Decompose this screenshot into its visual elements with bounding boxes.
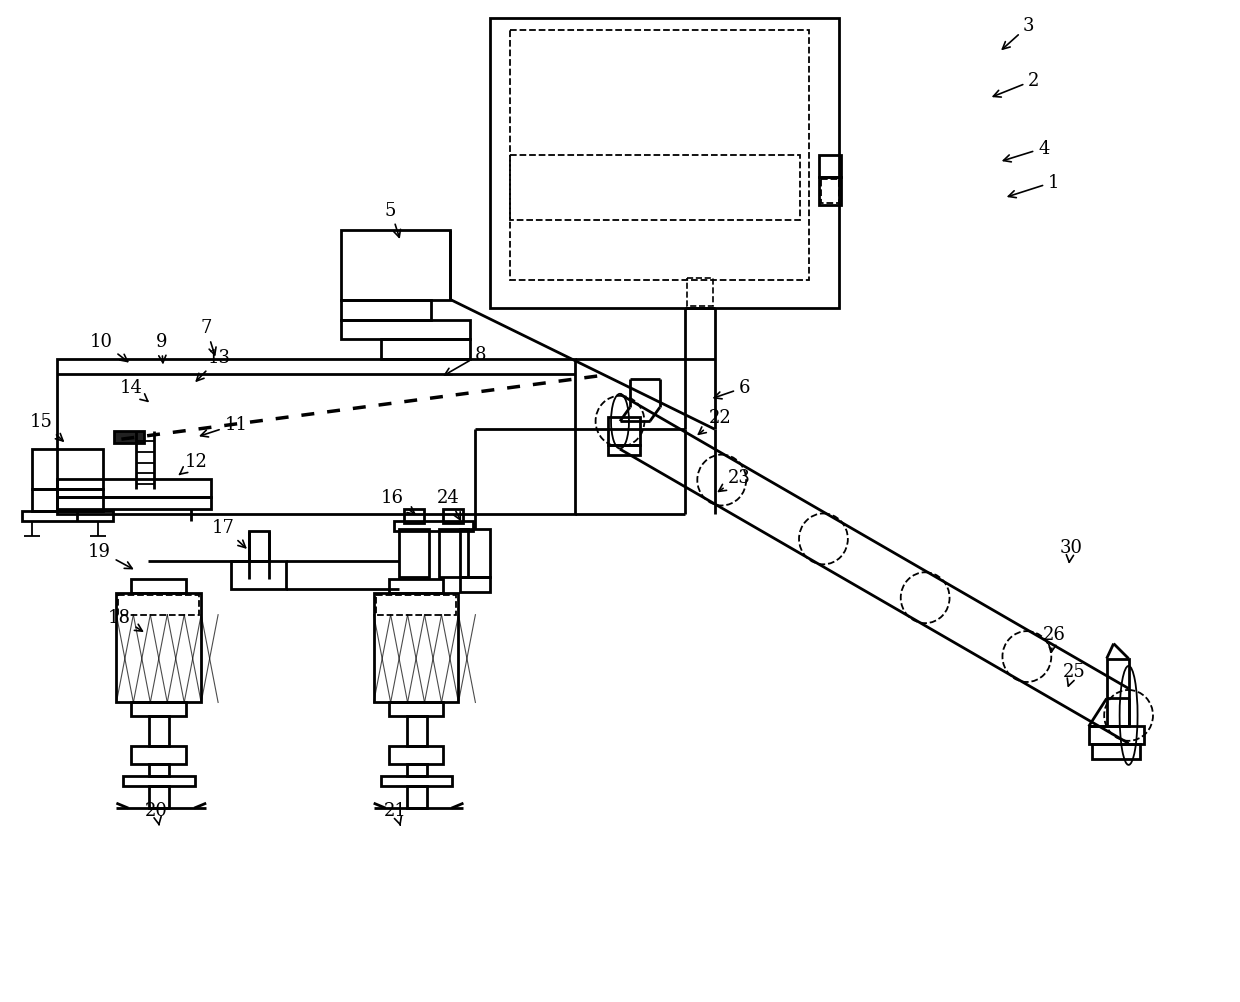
Bar [1089,726,1143,744]
Bar [1106,659,1128,726]
Text: 24: 24 [438,489,460,520]
Text: 8: 8 [444,346,486,376]
Bar [131,579,186,593]
Text: 11: 11 [201,416,248,438]
Text: 13: 13 [196,349,231,382]
Bar [407,716,427,746]
Text: 3: 3 [1002,17,1034,50]
Text: 23: 23 [718,469,751,492]
Bar [608,418,640,446]
Bar [149,716,169,746]
Bar [149,765,169,777]
Text: 17: 17 [212,518,246,548]
Text: 30: 30 [1059,538,1083,563]
Text: 14: 14 [120,379,148,402]
Bar [393,521,474,531]
Text: 5: 5 [384,201,401,238]
Text: 7: 7 [201,320,216,356]
Text: 1: 1 [1008,173,1059,198]
Bar [460,529,490,577]
Bar [376,595,456,615]
Bar [820,155,842,177]
Text: 2: 2 [993,72,1039,98]
Text: 22: 22 [698,409,732,435]
Text: 26: 26 [1043,625,1065,652]
Bar [511,31,810,281]
Bar [687,279,713,307]
Bar [341,301,430,321]
Bar [407,787,427,809]
Bar [444,509,464,523]
Bar [439,529,469,577]
Bar [131,702,186,716]
Bar [460,577,490,592]
Bar [821,179,839,203]
Bar [388,702,444,716]
Text: 19: 19 [88,542,133,569]
Text: 6: 6 [714,379,750,400]
Bar [149,787,169,809]
Bar [388,746,444,765]
Text: 4: 4 [1003,140,1049,162]
Bar [117,593,201,702]
Bar [131,746,186,765]
Bar [373,593,459,702]
Text: 9: 9 [155,333,167,364]
Bar [32,490,103,511]
Bar [57,360,575,514]
Text: 25: 25 [1063,662,1085,686]
Bar [249,531,269,561]
Bar [32,450,103,490]
Bar [398,529,429,577]
Bar [57,498,211,509]
Bar [21,511,113,521]
Text: 20: 20 [145,802,167,825]
Bar [123,777,195,787]
Bar [820,177,842,205]
Bar [341,321,470,340]
Bar [341,230,450,301]
Bar [231,561,286,589]
Bar [118,595,200,615]
Bar [381,340,470,360]
Text: 12: 12 [180,453,207,475]
Text: 10: 10 [91,333,128,362]
Text: 18: 18 [108,608,143,631]
Bar [57,480,211,498]
Bar [511,155,800,220]
Bar [403,509,424,523]
Bar [490,19,839,309]
Bar [407,765,427,777]
Bar [388,579,444,593]
Bar [114,432,144,444]
Bar [608,446,640,456]
Bar [381,777,453,787]
Text: 21: 21 [384,802,407,825]
Text: 15: 15 [30,413,63,442]
Text: 16: 16 [381,489,415,515]
Bar [1091,744,1140,760]
